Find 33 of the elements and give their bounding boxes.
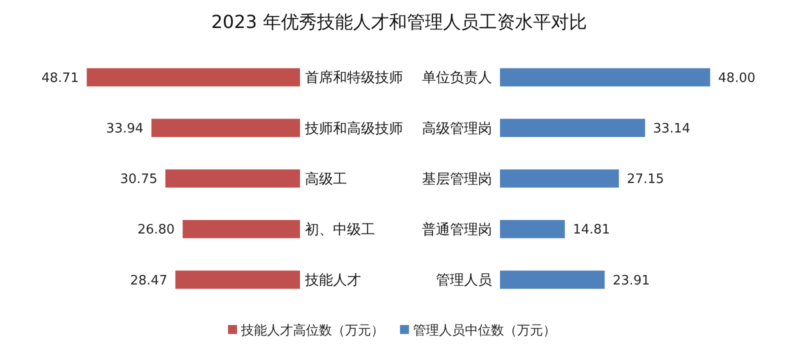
- data-label: 48.00: [718, 70, 756, 86]
- bar: [175, 270, 300, 289]
- data-label: 28.47: [130, 273, 168, 288]
- data-label: 33.14: [653, 121, 690, 136]
- data-label: 48.71: [42, 70, 79, 86]
- y-tick-label: 初、中级工: [305, 222, 375, 238]
- data-label: 30.75: [120, 172, 158, 188]
- y-tick-label: 高级管理岗: [422, 120, 492, 137]
- y-tick-label: 技能人才: [304, 272, 361, 289]
- bar: [151, 118, 300, 138]
- bar: [500, 270, 605, 289]
- bar: [182, 220, 300, 238]
- y-tick-label: 单位负责人: [422, 70, 492, 86]
- data-label: 27.15: [626, 172, 664, 188]
- data-label: 23.91: [612, 273, 650, 288]
- y-tick-label: 技师和高级技师: [304, 120, 403, 137]
- y-tick-label: 基层管理岗: [422, 171, 492, 188]
- y-tick-label: 普通管理岗: [422, 221, 492, 238]
- y-tick-label: 首席和特级技师: [305, 70, 403, 86]
- bar: [165, 169, 300, 188]
- legend-label: 管理人员中位数（万元）: [413, 324, 556, 339]
- bar: [500, 169, 619, 188]
- y-tick-label: 管理人员: [436, 272, 492, 289]
- bar: [86, 68, 300, 86]
- bar: [500, 220, 565, 238]
- data-label: 33.94: [106, 121, 144, 136]
- bar: [500, 118, 646, 138]
- data-label: 14.81: [572, 222, 610, 238]
- bar: [500, 68, 710, 86]
- text: 2023 年优秀技能人才和管理人员工资水平对比: [211, 12, 587, 33]
- y-tick-label: 高级工: [305, 171, 347, 188]
- data-label: 26.80: [137, 222, 175, 238]
- legend-label: 技能人才高位数（万元）: [240, 322, 384, 339]
